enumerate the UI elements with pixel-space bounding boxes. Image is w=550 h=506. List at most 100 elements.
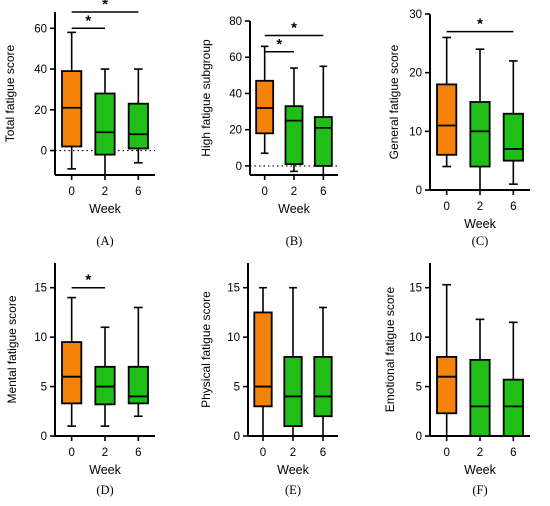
iqr-box [469,358,491,437]
significance-star: * [477,16,483,33]
x-tick-label: 0 [443,201,449,213]
y-tick-label: 40 [34,64,47,76]
x-tick-label: 2 [291,186,297,198]
y-tick-label: 20 [229,125,242,137]
y-tick-label: 15 [34,283,47,295]
chart-panel-d: 0 5 10 15 0 2 6 Week Mental fatigue score * (D) [5,263,155,497]
iqr-box [283,356,303,428]
iqr-box [94,92,116,156]
panel-label: (E) [285,483,301,497]
box-week-2 [469,318,491,437]
x-tick-label: 6 [135,447,141,459]
box-week-2 [94,326,116,427]
y-tick-label: 60 [229,52,242,64]
x-tick-label: 2 [102,186,108,198]
x-axis-label: Week [464,217,496,231]
iqr-box [313,116,333,167]
chart-panel-c: 0 10 20 30 0 2 6 Week General fatigue score * (C) [387,9,530,248]
y-tick-label: 0 [236,161,242,173]
y-tick-label: 5 [41,382,47,394]
box-week-2 [283,286,303,437]
significance-star: * [85,272,91,289]
box-week-0 [436,36,458,168]
x-tick-label: 6 [135,186,141,198]
box-week-0 [436,283,458,437]
x-tick-label: 6 [510,447,516,459]
x-axis-label: Week [278,202,310,216]
x-tick-label: 0 [443,447,449,459]
significance-star: * [102,0,108,13]
iqr-box [127,102,149,150]
panel-label: (C) [472,234,489,248]
y-tick-label: 0 [41,146,47,158]
y-tick-label: 5 [416,382,422,394]
box-week-6 [502,60,524,185]
y-tick-label: 15 [227,283,240,295]
x-tick-label: 0 [68,186,74,198]
x-tick-label: 6 [320,186,326,198]
iqr-box [436,356,458,415]
y-tick-label: 80 [229,16,242,28]
box-week-0 [61,31,83,170]
iqr-box [253,311,273,408]
box-week-0 [255,45,275,155]
x-axis-label: Week [89,463,121,477]
box-week-2 [94,68,116,176]
x-tick-label: 2 [102,447,108,459]
y-axis-label: High fatigue subgroup [199,39,213,157]
significance-star: * [85,12,91,29]
y-tick-label: 10 [34,332,47,344]
x-tick-label: 2 [290,447,296,459]
x-axis-label: Week [89,202,121,216]
y-tick-label: 20 [34,105,47,117]
iqr-box [94,365,116,406]
significance-star: * [291,19,297,36]
x-tick-label: 2 [477,447,483,459]
y-axis-label: Physical fatigue score [199,291,213,408]
y-axis-label: Mental fatigue score [5,295,19,403]
y-tick-label: 0 [416,185,422,197]
panel-label: (D) [96,483,113,497]
chart-panel-e: 0 5 10 15 0 2 6 Week Physical fatigue score (E) [199,263,338,497]
chart-panel-b: 0 20 40 60 80 0 2 6 Week High fatigue subgroup * * (… [199,16,338,248]
y-tick-label: 0 [416,431,422,443]
significance-star: * [276,36,282,53]
panel-label: (B) [286,234,303,248]
y-tick-label: 30 [409,9,422,21]
x-axis-label: Week [464,463,496,477]
iqr-box [502,378,524,437]
box-week-6 [313,306,333,437]
panel-label: (F) [472,483,487,497]
iqr-box [502,112,524,162]
y-tick-label: 0 [41,431,47,443]
iqr-box [61,341,83,405]
chart-panel-f: 0 5 10 15 0 2 6 Week Emotional fatigue score (F) [383,263,530,497]
iqr-box [436,83,458,156]
x-tick-label: 0 [261,186,267,198]
x-tick-label: 0 [260,447,266,459]
iqr-box [127,365,149,405]
y-tick-label: 10 [409,126,422,138]
y-tick-label: 5 [234,382,240,394]
iqr-box [469,101,491,168]
y-tick-label: 0 [234,431,240,443]
x-tick-label: 2 [477,201,483,213]
box-week-6 [127,68,149,164]
box-week-6 [313,65,333,176]
box-week-6 [502,321,524,437]
x-axis-label: Week [277,463,309,477]
y-tick-label: 60 [34,23,47,35]
y-axis-label: Total fatigue score [3,44,17,142]
iqr-box [61,70,83,148]
y-axis-label: General fatigue score [387,44,401,159]
box-week-0 [61,296,83,427]
iqr-box [255,79,275,135]
iqr-box [284,105,304,166]
y-tick-label: 40 [229,88,242,100]
x-tick-label: 0 [68,447,74,459]
x-tick-label: 6 [510,201,516,213]
x-tick-label: 6 [320,447,326,459]
iqr-box [313,356,333,418]
